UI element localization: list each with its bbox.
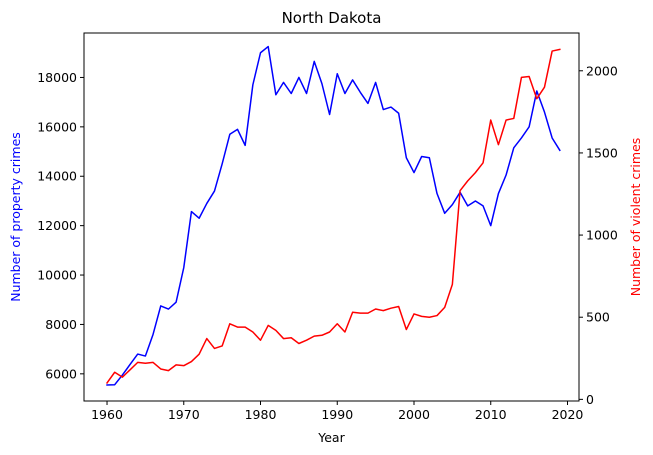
y-axis-left-label: Number of property crimes xyxy=(8,132,23,302)
y-right-tick-label: 1500 xyxy=(586,145,618,160)
x-axis-label: Year xyxy=(317,430,345,445)
x-tick-label: 1990 xyxy=(321,407,353,422)
y-axis-right-label: Number of violent crimes xyxy=(628,138,643,297)
y-axis-left: 6000 8000 10000 12000 14000 16000 18000 xyxy=(37,70,84,381)
chart-title: North Dakota xyxy=(282,9,382,27)
series-layer xyxy=(105,45,561,386)
series-line-property-crimes xyxy=(106,45,561,386)
y-left-tick-label: 18000 xyxy=(37,70,77,85)
x-axis: 1960 1970 1980 1990 2000 2010 2020 xyxy=(91,401,583,422)
y-right-tick-label: 0 xyxy=(586,392,594,407)
x-tick-label: 2020 xyxy=(552,407,584,422)
y-left-tick-label: 12000 xyxy=(37,218,77,233)
y-right-tick-label: 500 xyxy=(586,310,610,325)
y-left-tick-label: 14000 xyxy=(37,169,77,184)
plot-area xyxy=(83,32,580,402)
y-left-tick-label: 8000 xyxy=(45,317,77,332)
x-tick-label: 1960 xyxy=(91,407,123,422)
series-line-violent-crimes xyxy=(105,48,561,384)
x-tick-label: 1980 xyxy=(245,407,277,422)
y-right-tick-label: 2000 xyxy=(586,63,618,78)
x-tick-label: 1970 xyxy=(168,407,200,422)
x-tick-label: 2000 xyxy=(398,407,430,422)
y-left-tick-label: 16000 xyxy=(37,119,77,134)
x-tick-label: 2010 xyxy=(475,407,507,422)
y-right-tick-label: 1000 xyxy=(586,228,618,243)
plot-frame xyxy=(83,32,580,402)
y-axis-right: 0 500 1000 1500 2000 xyxy=(579,63,618,407)
y-left-tick-label: 6000 xyxy=(45,366,77,381)
y-left-tick-label: 10000 xyxy=(37,268,77,283)
